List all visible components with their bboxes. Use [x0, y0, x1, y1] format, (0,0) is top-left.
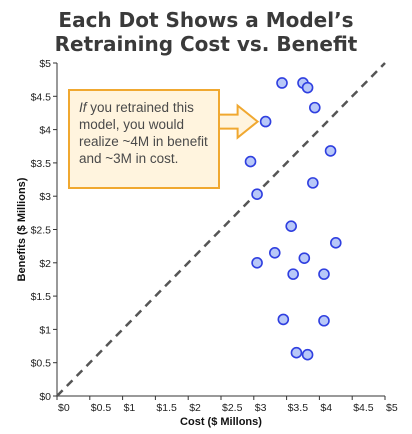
reference-diagonal-line: [56, 62, 386, 397]
x-tick-label: $0.5: [91, 402, 112, 414]
y-tick-label: $1.5: [31, 291, 52, 303]
data-point: [309, 101, 321, 114]
data-point: [290, 346, 303, 359]
data-point: [268, 247, 281, 259]
y-tick-label: $5: [39, 58, 51, 70]
chart-title: Each Dot Shows a Model’s Retraining Cost…: [0, 8, 412, 56]
x-axis-ticks: $0 $0.5 $1 $1.5 $2 $2.5 $3 $3.5 $4 $4.5 $5: [56, 396, 398, 414]
data-point: [276, 77, 288, 89]
data-point: [251, 188, 263, 201]
x-tick-label: $0: [58, 402, 70, 414]
x-tick-label: $2.5: [222, 402, 243, 414]
data-point: [307, 177, 319, 189]
callout-arrow: [217, 103, 260, 140]
data-point: [251, 256, 263, 269]
x-tick-label: $1.5: [156, 402, 177, 414]
x-tick-label: $4.5: [353, 402, 374, 414]
annotation-text: you retrained this model, you would real…: [79, 100, 208, 166]
y-tick-label: $1: [39, 324, 51, 336]
annotation-italic-word: If: [79, 100, 87, 115]
y-axis-ticks: $0 $0.5 $1 $1.5 $2 $2.5 $3 $3.5 $4 $4.5 $5: [31, 58, 57, 403]
x-tick-label: $1: [124, 402, 136, 414]
x-axis-label: Cost ($ Millons): [180, 416, 262, 428]
y-tick-label: $3.5: [31, 158, 52, 170]
data-point: [277, 313, 290, 326]
x-tick-label: $3: [255, 402, 267, 414]
data-point: [329, 237, 342, 249]
data-point: [324, 145, 337, 157]
data-point: [318, 268, 330, 280]
data-point: [301, 81, 314, 94]
chart-title-line-2: Retraining Cost vs. Benefit: [54, 32, 358, 56]
data-point: [318, 314, 330, 327]
x-tick-label: $3.5: [288, 402, 309, 414]
x-tick-label: $5: [386, 402, 398, 414]
chart-title-line-1: Each Dot Shows a Model’s: [58, 8, 354, 32]
annotation-callout: If you retrained this model, you would r…: [68, 89, 220, 189]
data-point: [287, 268, 299, 280]
y-axis-label: Benefits ($ Millions): [16, 177, 28, 281]
data-points: [244, 77, 342, 361]
data-point: [301, 348, 314, 361]
data-point: [259, 115, 272, 128]
y-tick-label: $3: [39, 191, 51, 203]
y-tick-label: $0.5: [31, 358, 52, 370]
y-tick-label: $4.5: [31, 91, 52, 103]
y-tick-label: $0: [39, 391, 51, 403]
y-tick-label: $2: [39, 258, 51, 270]
data-point: [244, 155, 257, 168]
y-tick-label: $2.5: [31, 225, 52, 237]
x-tick-label: $4: [320, 402, 332, 414]
data-point: [298, 252, 311, 264]
data-point: [285, 220, 297, 232]
y-tick-label: $4: [39, 125, 51, 137]
x-tick-label: $2: [189, 402, 201, 414]
